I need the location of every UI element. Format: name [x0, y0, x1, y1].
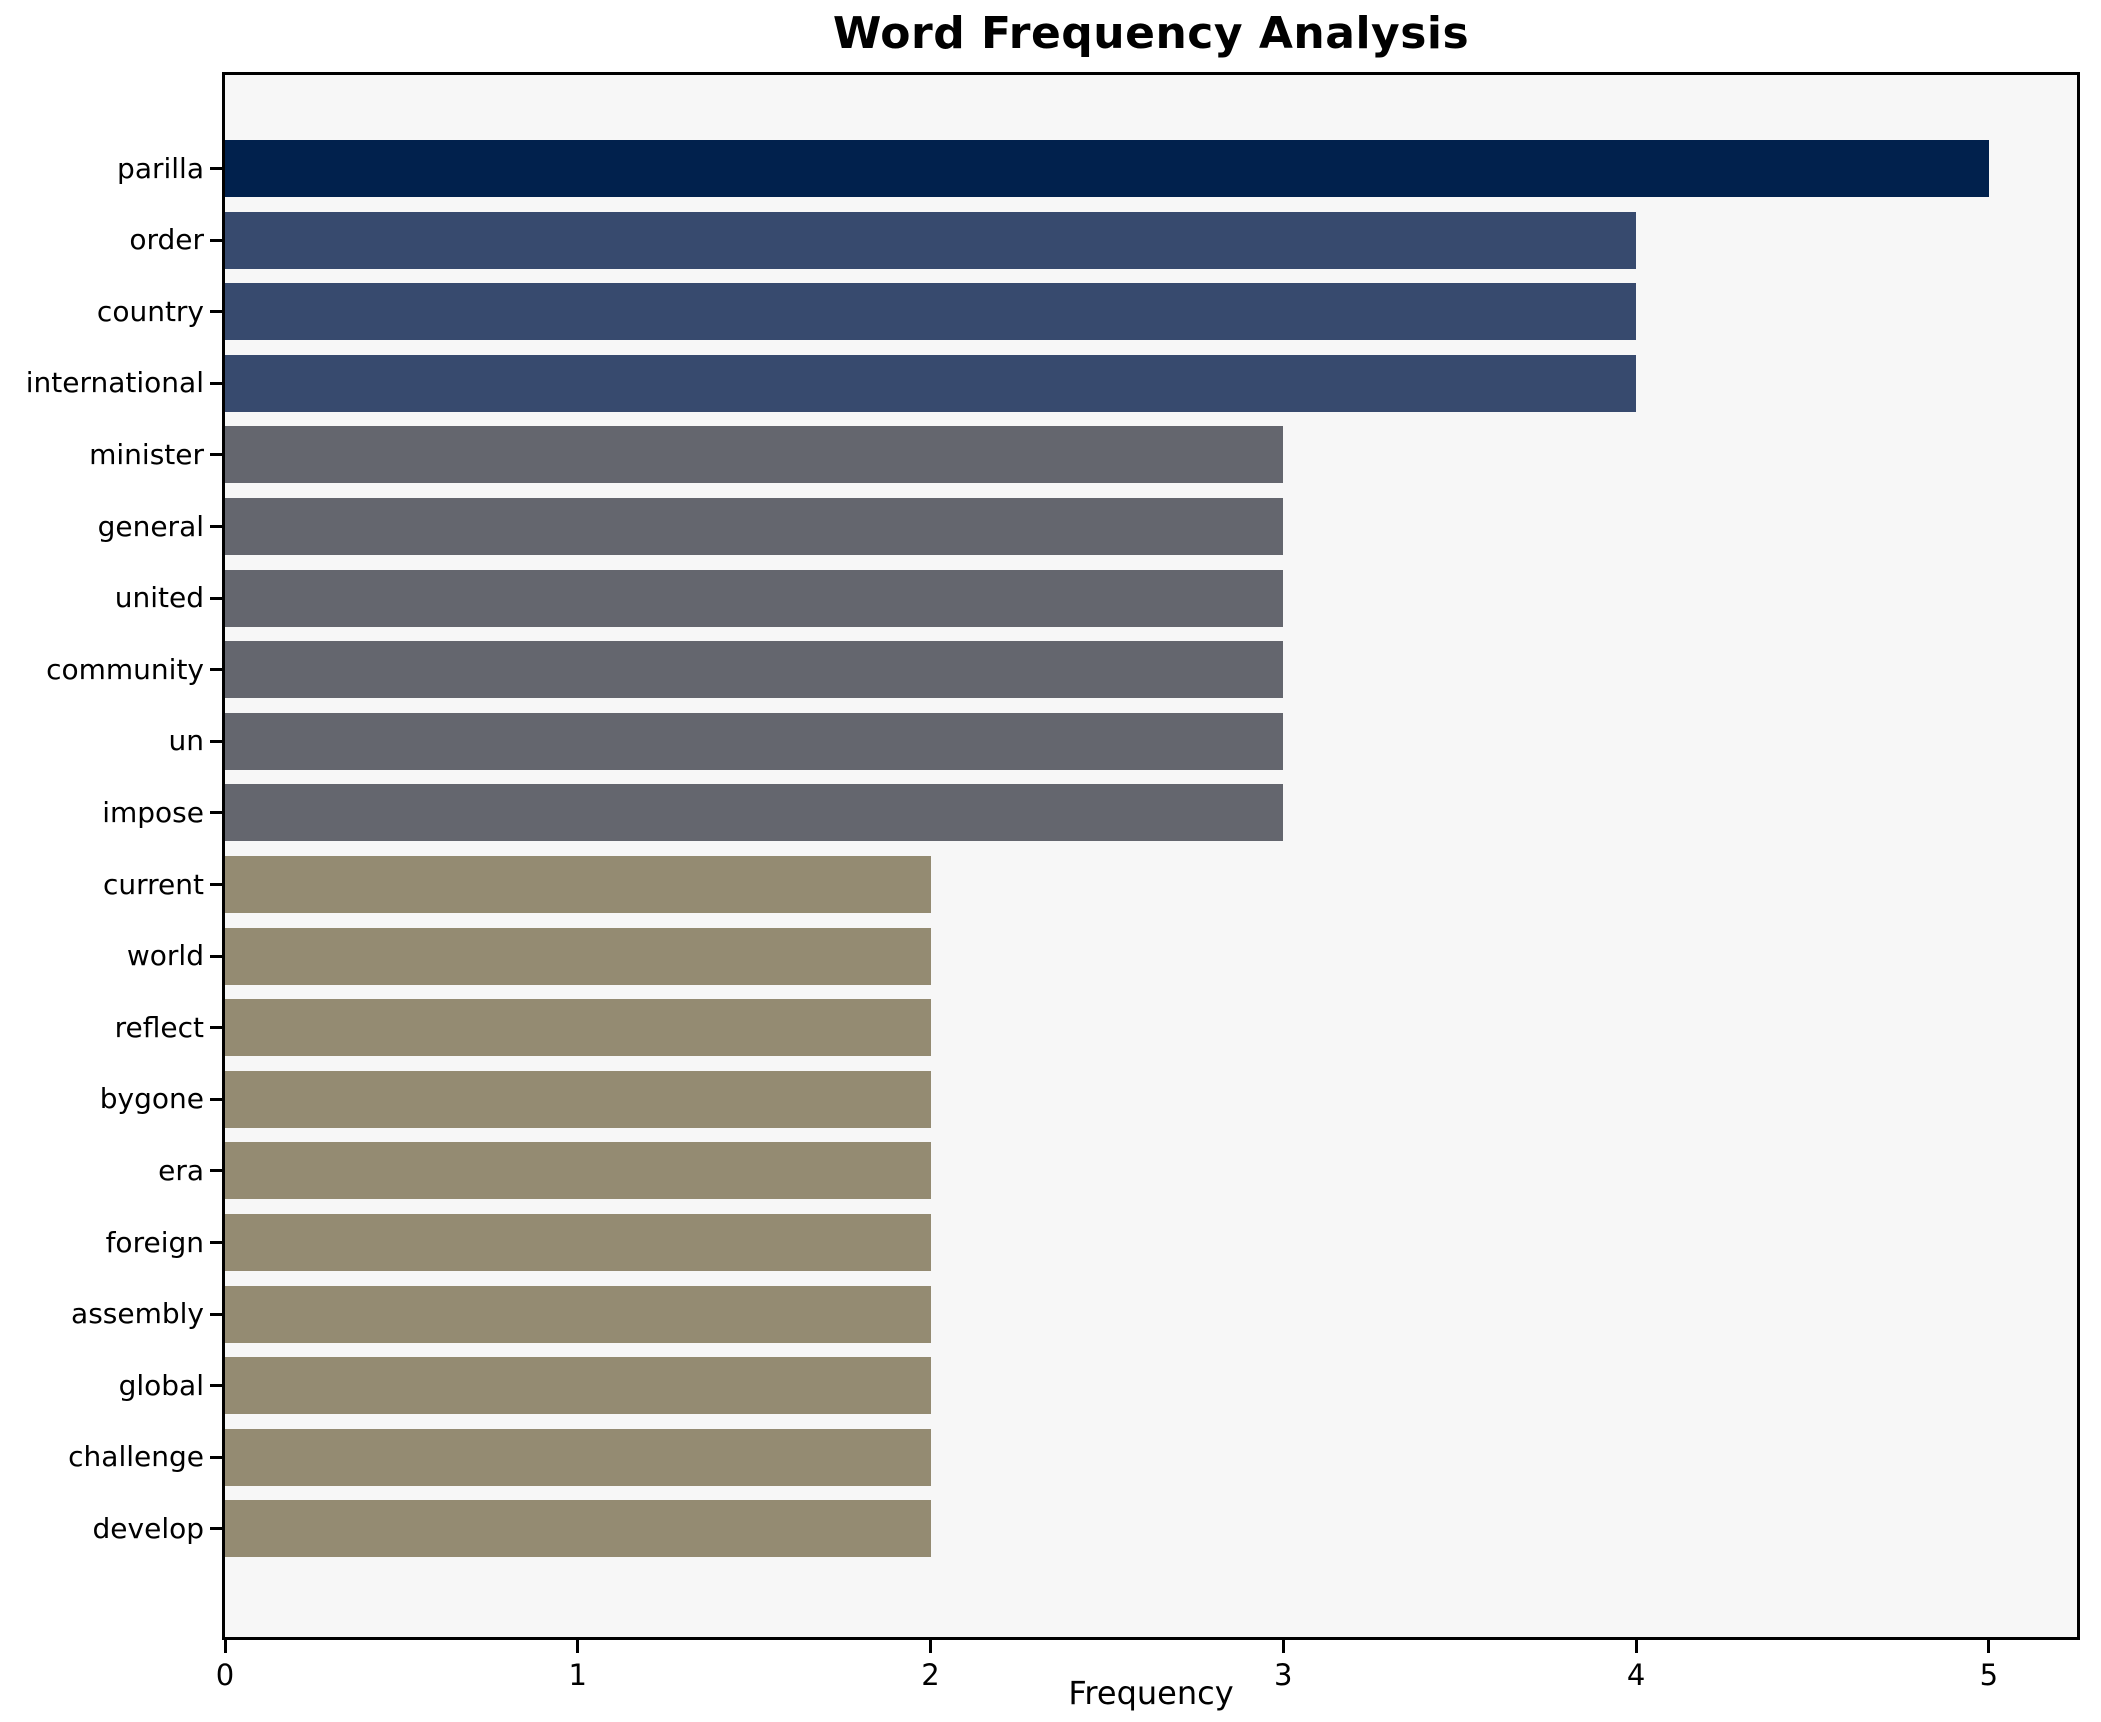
bar-reflect: [225, 999, 931, 1057]
y-tick-mark: [210, 811, 222, 815]
y-tick-label: general: [97, 509, 204, 543]
bar-country: [225, 283, 1636, 341]
bar-bygone: [225, 1070, 931, 1128]
y-tick-label: minister: [89, 437, 204, 471]
x-tick-label: 2: [921, 1658, 940, 1692]
x-tick-label: 5: [1979, 1658, 1999, 1692]
y-tick-label: global: [118, 1368, 204, 1402]
y-tick-mark: [210, 238, 222, 242]
bar-general: [225, 498, 1283, 555]
y-tick-label: parilla: [117, 151, 204, 185]
bar-parilla: [225, 140, 1989, 197]
y-tick-mark: [210, 1384, 222, 1388]
y-tick-mark: [210, 1312, 222, 1316]
bar-era: [225, 1142, 931, 1200]
x-axis-label: Frequency: [1068, 1674, 1234, 1712]
x-tick-label: 1: [568, 1658, 587, 1692]
y-tick-mark: [210, 310, 222, 314]
y-tick-mark: [210, 1169, 222, 1173]
y-tick-label: assembly: [71, 1297, 204, 1331]
plot-area: [222, 72, 2080, 1640]
x-tick-label: 0: [215, 1658, 235, 1692]
y-tick-label: challenge: [68, 1440, 204, 1474]
bar-un: [225, 712, 1283, 770]
y-tick-label: world: [126, 939, 204, 973]
x-tick-label: 3: [1274, 1658, 1293, 1692]
y-tick-mark: [210, 453, 222, 457]
y-tick-label: current: [102, 867, 204, 901]
y-tick-label: united: [114, 581, 204, 615]
y-tick-mark: [210, 1241, 222, 1244]
bar-foreign: [225, 1214, 931, 1271]
y-tick-mark: [210, 1097, 222, 1101]
x-tick-mark: [1634, 1640, 1638, 1653]
y-tick-label: community: [46, 652, 204, 686]
y-tick-label: country: [96, 294, 204, 328]
bar-global: [225, 1357, 931, 1415]
x-tick-mark: [223, 1640, 227, 1653]
y-tick-label: bygone: [99, 1082, 204, 1116]
y-tick-label: impose: [102, 795, 204, 829]
y-tick-label: order: [129, 223, 204, 257]
x-tick-label: 4: [1626, 1658, 1646, 1692]
y-tick-mark: [210, 1026, 222, 1030]
y-tick-mark: [210, 1527, 222, 1531]
bar-united: [225, 569, 1283, 627]
bar-impose: [225, 784, 1283, 842]
chart-title: Word Frequency Analysis: [832, 8, 1470, 59]
bar-challenge: [225, 1428, 931, 1486]
y-tick-mark: [210, 954, 222, 958]
bar-develop: [225, 1500, 931, 1558]
y-tick-mark: [210, 668, 222, 672]
y-tick-label: reflect: [114, 1010, 204, 1044]
y-tick-label: era: [158, 1153, 204, 1187]
bar-assembly: [225, 1285, 931, 1343]
x-tick-mark: [1281, 1640, 1285, 1653]
x-tick-mark: [929, 1640, 933, 1653]
bar-minister: [225, 426, 1283, 484]
y-tick-label: international: [25, 366, 204, 400]
y-tick-label: un: [168, 724, 205, 758]
y-tick-mark: [210, 381, 222, 385]
y-tick-mark: [210, 883, 222, 886]
bar-community: [225, 641, 1283, 699]
bar-international: [225, 354, 1636, 412]
bar-order: [225, 211, 1636, 269]
x-tick-mark: [576, 1640, 580, 1653]
bar-world: [225, 927, 931, 985]
bar-current: [225, 856, 931, 913]
y-tick-mark: [210, 739, 222, 743]
y-tick-mark: [210, 167, 222, 170]
y-tick-mark: [210, 1455, 222, 1459]
y-tick-mark: [210, 525, 222, 528]
y-tick-label: foreign: [105, 1225, 204, 1259]
y-tick-label: develop: [92, 1511, 204, 1545]
y-tick-mark: [210, 596, 222, 600]
x-tick-mark: [1987, 1640, 1991, 1653]
